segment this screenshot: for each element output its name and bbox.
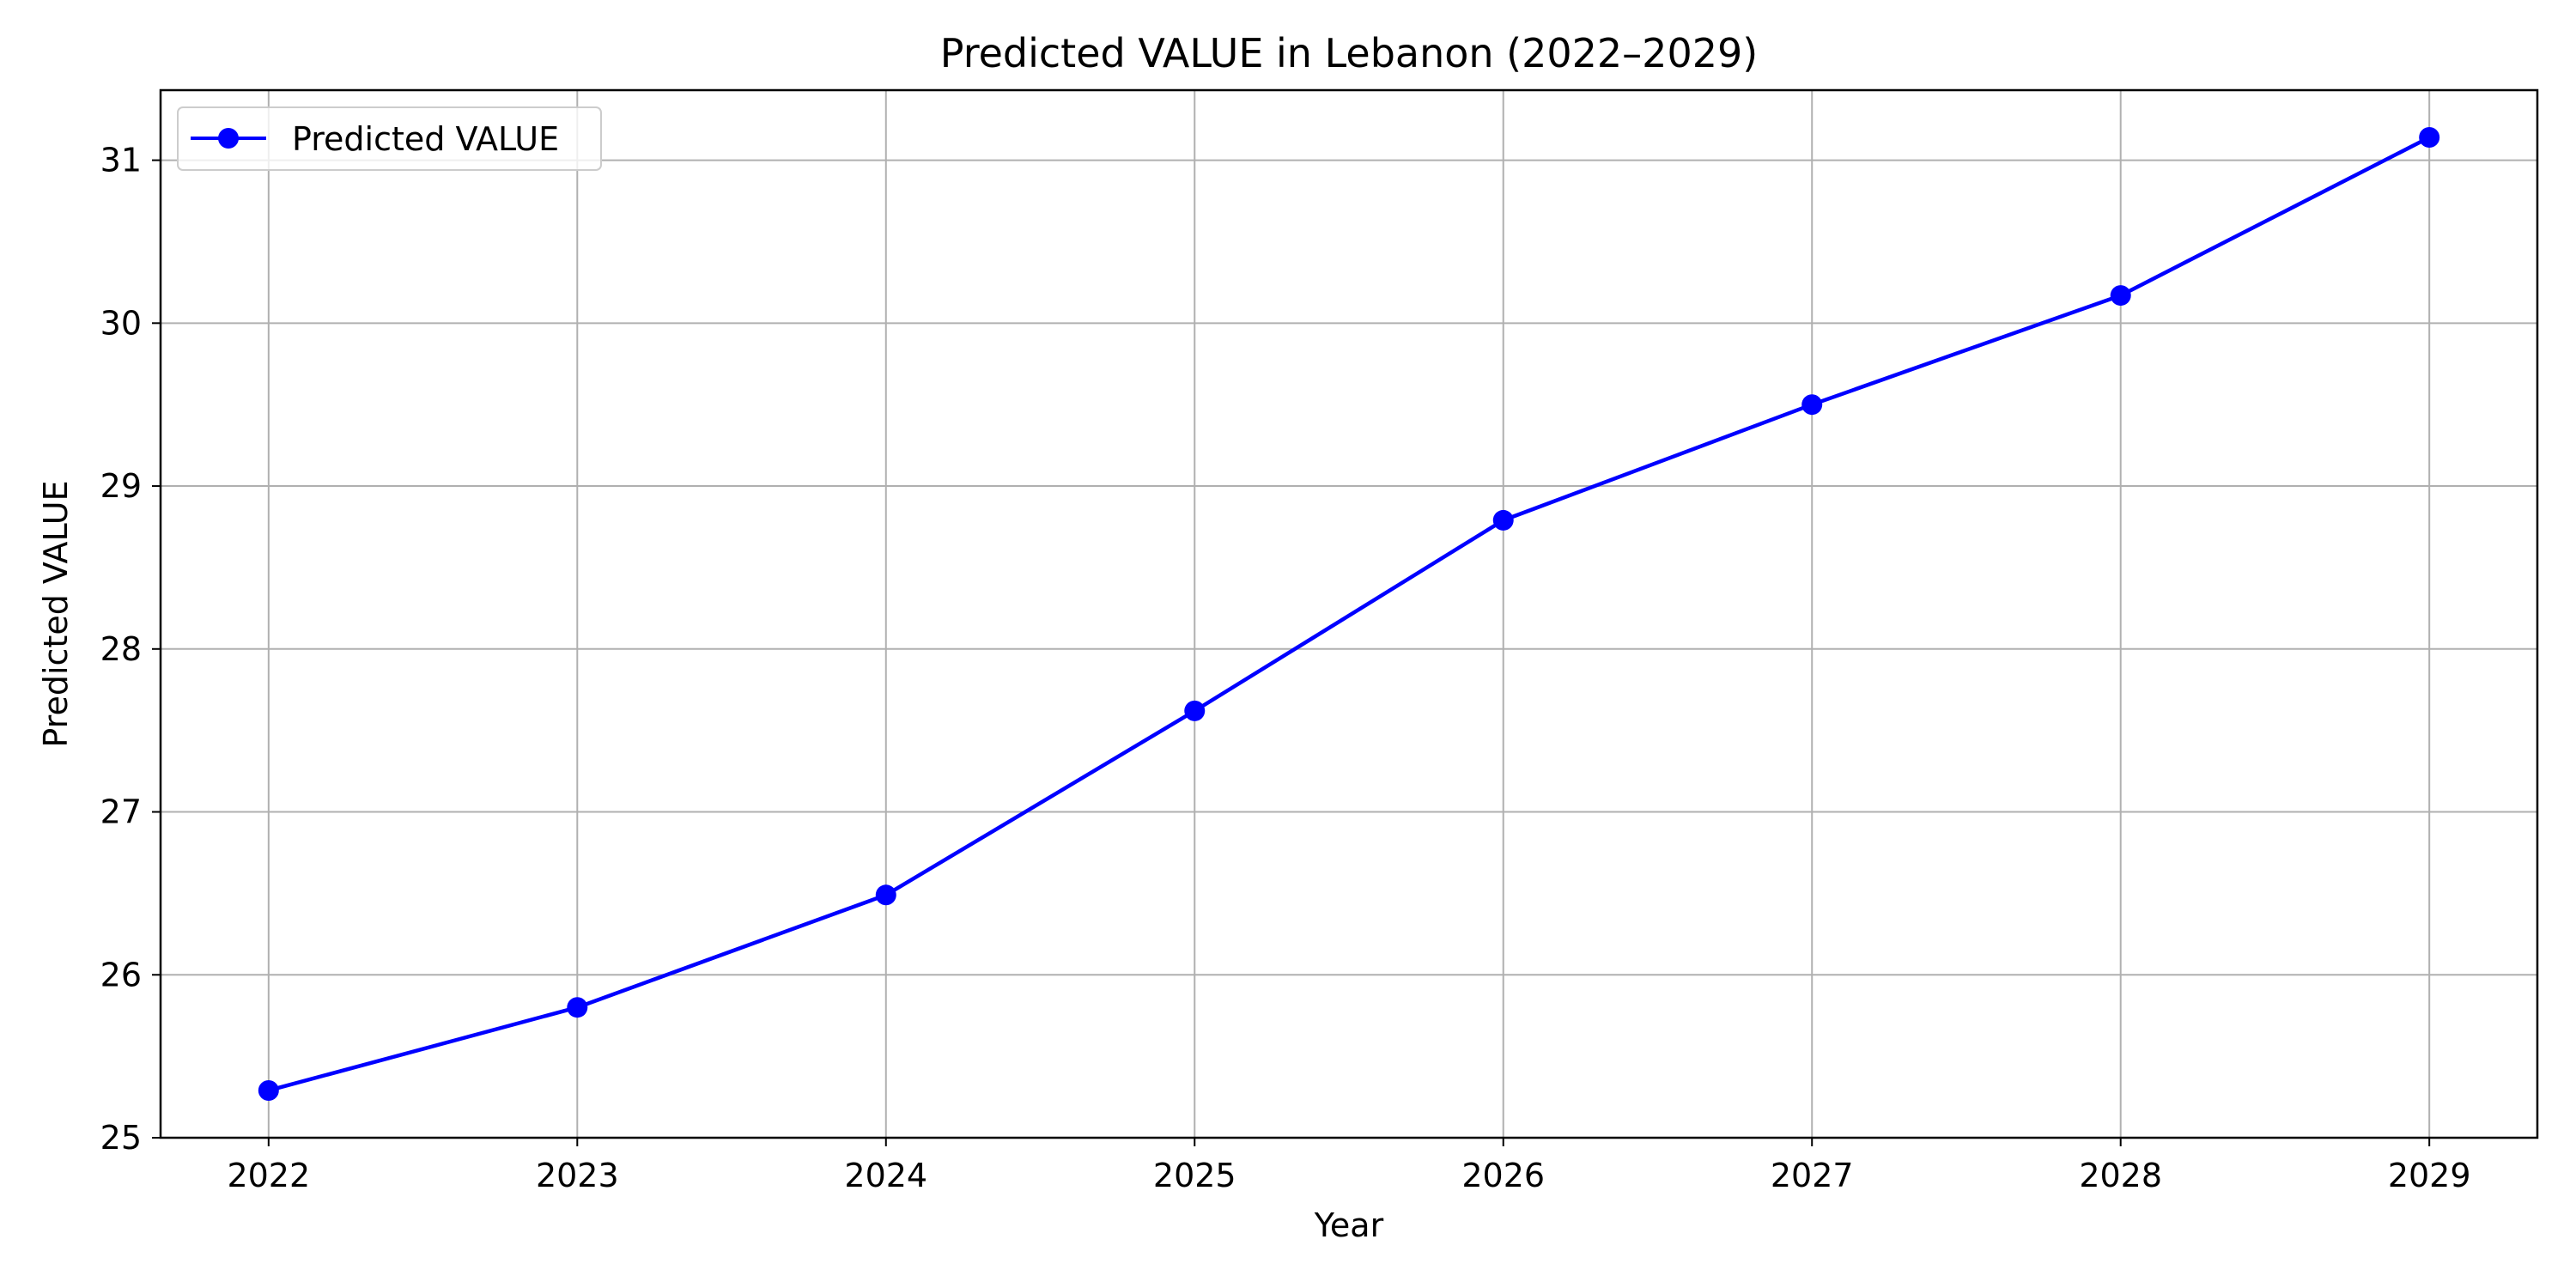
axis-ticks: 2022 2023 2024 2025 2026 2027 2028 2029 25 26 27 28… (100, 142, 2471, 1194)
data-point (567, 997, 588, 1018)
legend-box (177, 106, 602, 171)
y-axis-label: Predicted VALUE (37, 480, 75, 747)
x-axis-label: Year (1314, 1206, 1384, 1244)
y-tick-label: 27 (100, 793, 142, 831)
series-line (268, 136, 2431, 1093)
series-layer (258, 127, 2440, 1101)
x-tick-label: 2025 (1153, 1157, 1236, 1194)
y-tick-label: 30 (100, 304, 142, 342)
data-point (1492, 509, 1514, 531)
x-tick-label: 2027 (1771, 1157, 1854, 1194)
data-point (2110, 285, 2131, 307)
x-tick-label: 2024 (844, 1157, 927, 1194)
y-tick-label: 31 (100, 142, 142, 179)
data-point (258, 1079, 279, 1101)
x-tick-label: 2029 (2388, 1157, 2471, 1194)
data-point (2419, 127, 2440, 149)
y-tick-label: 29 (100, 467, 142, 505)
x-tick-label: 2023 (536, 1157, 619, 1194)
y-tick-label: 28 (100, 630, 142, 668)
data-point (875, 884, 896, 906)
y-tick-label: 26 (100, 956, 142, 993)
plot-frame (159, 88, 2539, 1139)
data-point (1801, 394, 1823, 416)
legend-marker-swatch (218, 128, 239, 149)
y-tick-label: 25 (100, 1119, 142, 1157)
data-point (1184, 700, 1206, 721)
x-tick-label: 2022 (227, 1157, 310, 1194)
legend-label: Predicted VALUE (292, 120, 559, 158)
x-tick-label: 2026 (1461, 1157, 1545, 1194)
x-tick-label: 2028 (2079, 1157, 2162, 1194)
legend: Predicted VALUE (177, 106, 602, 171)
grid-lines (161, 90, 2537, 1139)
chart-title: Predicted VALUE in Lebanon (2022–2029) (940, 30, 1758, 76)
